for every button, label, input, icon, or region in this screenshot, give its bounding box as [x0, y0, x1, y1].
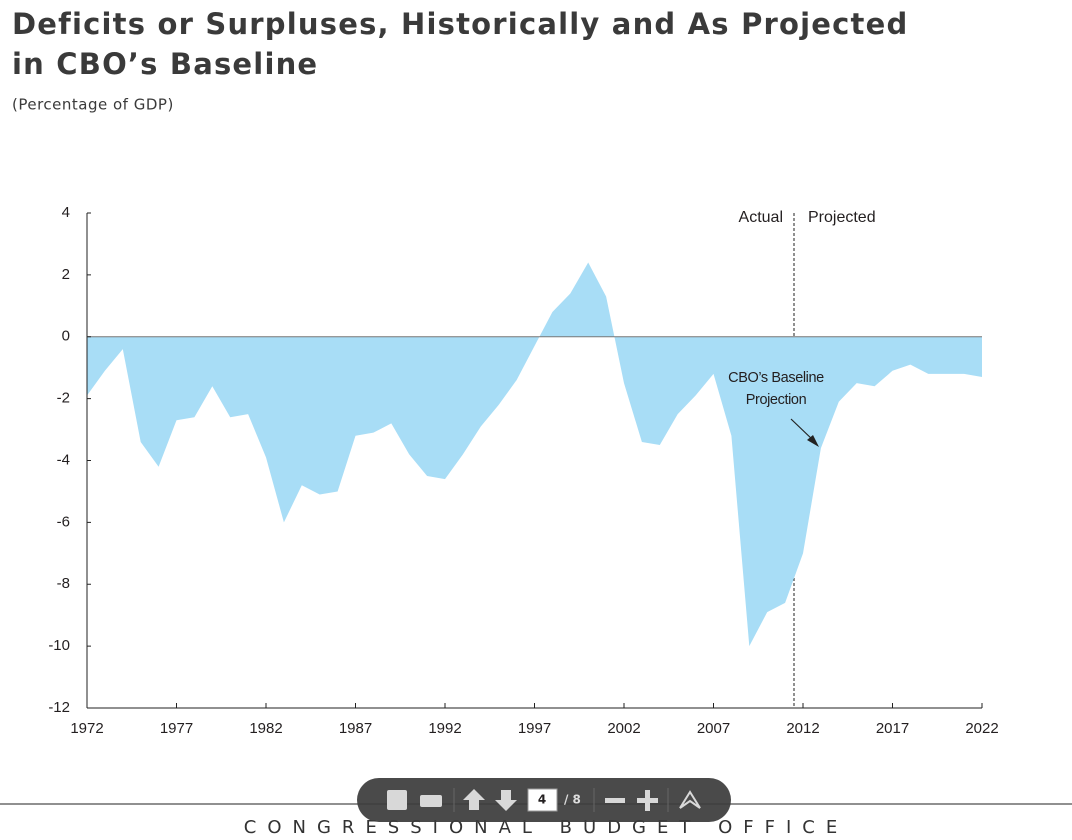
- x-tick-label: 1997: [518, 720, 551, 737]
- save-button[interactable]: [387, 790, 407, 810]
- y-tick-label: -12: [48, 699, 70, 716]
- annotation: Projection: [746, 392, 807, 408]
- x-tick-label: 2007: [697, 720, 730, 737]
- arrow-head: [807, 435, 819, 447]
- chart-subtitle: (Percentage of GDP): [12, 96, 174, 114]
- page-total: / 8: [564, 793, 581, 807]
- annotation: CBO’s Baseline: [728, 370, 824, 386]
- zoom-in-button[interactable]: [637, 790, 658, 811]
- annotation: Projected: [808, 209, 876, 226]
- y-tick-label: -10: [48, 637, 70, 654]
- chart-title: in CBO’s Baseline: [12, 47, 318, 81]
- y-tick-label: -2: [57, 390, 70, 407]
- chart-title: Deficits or Surpluses, Historically and …: [12, 7, 908, 41]
- x-tick-label: 1992: [428, 720, 461, 737]
- x-tick-label: 2012: [786, 720, 819, 737]
- y-tick-label: -4: [57, 451, 70, 468]
- annotation: Actual: [739, 209, 783, 226]
- plot: -12 -10 -8 -6 -4 -2 0 2 4 1972 1977 1982 1987 1992 199…: [48, 204, 998, 737]
- x-tick-label: 2022: [965, 720, 998, 737]
- x-tick-label: 2002: [607, 720, 640, 737]
- zoom-out-button[interactable]: [605, 798, 625, 803]
- next-page-button[interactable]: [495, 790, 517, 811]
- x-tick-label: 1982: [249, 720, 282, 737]
- x-tick-label: 2017: [876, 720, 909, 737]
- viewer-toolbar: 4 / 8: [357, 778, 731, 822]
- y-tick-label: 0: [62, 328, 70, 345]
- x-tick-label: 1987: [339, 720, 372, 737]
- y-tick-label: -6: [57, 513, 70, 530]
- x-tick-label: 1972: [70, 720, 103, 737]
- page-input[interactable]: [527, 788, 558, 812]
- footer: CONGRESSIONAL BUDGET OFFICE: [244, 817, 848, 838]
- y-tick-label: 4: [62, 204, 70, 221]
- y-tick-label: -8: [57, 575, 70, 592]
- x-tick-label: 1977: [160, 720, 193, 737]
- annotation-arrow: [790, 418, 815, 442]
- prev-page-button[interactable]: [463, 789, 485, 810]
- page-number: 4: [538, 793, 546, 807]
- area: [87, 262, 982, 647]
- print-button[interactable]: [420, 795, 442, 807]
- acrobat-button[interactable]: [679, 790, 701, 809]
- y-tick-label: 2: [62, 266, 70, 283]
